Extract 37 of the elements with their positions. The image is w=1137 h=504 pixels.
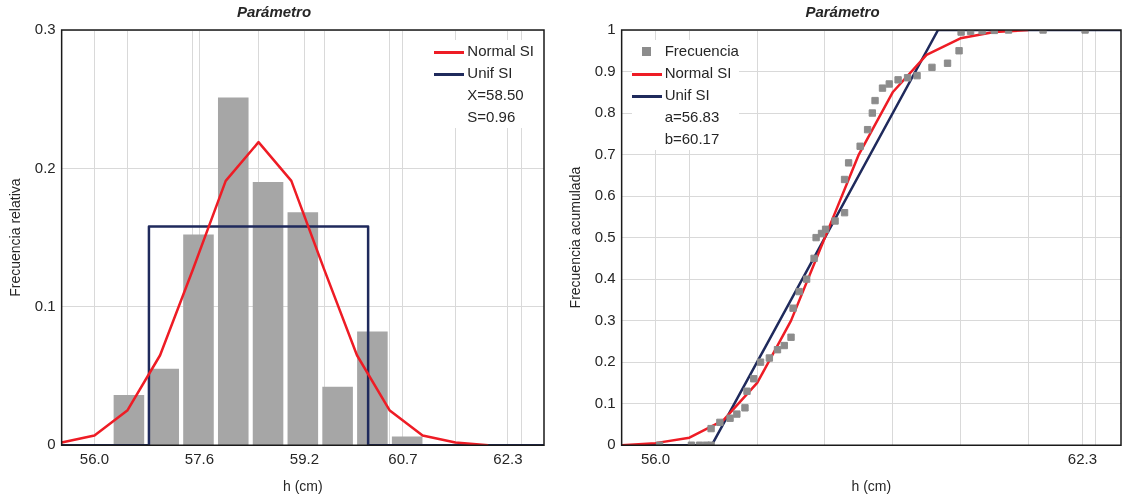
chart-title: Parámetro (236, 3, 312, 21)
y-tick-label: 0.2 (594, 352, 616, 370)
y-tick-label: 0 (607, 435, 616, 453)
chart-title: Parámetro (805, 3, 880, 21)
y-tick-label: 0.9 (594, 61, 616, 79)
annotation: b=60.17 (664, 129, 721, 149)
x-tick-label: 60.7 (388, 450, 418, 468)
legend-label: Unif SI (664, 86, 710, 103)
y-tick-label: 0.7 (594, 144, 616, 162)
y-tick-label: 1 (607, 20, 616, 38)
annotation: X=58.50 (467, 85, 525, 105)
y-tick-label: 0.3 (594, 310, 616, 328)
x-tick-label: 62.3 (1067, 450, 1097, 468)
legend-label: Normal SI (467, 42, 534, 59)
x-tick-label: 62.3 (493, 450, 523, 468)
y-tick-label: 0.5 (594, 227, 616, 245)
annotation: a=56.83 (664, 107, 721, 127)
x-tick-label: 59.2 (289, 450, 320, 468)
y-axis-title: Frecuencia acumulada (567, 166, 584, 309)
annotation: S=0.96 (467, 107, 517, 127)
y-axis-title: Frecuencia relativa (7, 178, 24, 297)
y-tick-label: 0.8 (594, 103, 616, 121)
legend-label: Frecuencia (664, 42, 739, 59)
legend-label: Unif SI (467, 64, 513, 81)
y-tick-label: 0.6 (594, 186, 616, 204)
y-tick-label: 0.1 (594, 393, 616, 411)
x-tick-label: 57.6 (184, 450, 215, 468)
x-tick-label: 56.0 (79, 450, 110, 468)
x-axis-title: h (cm) (282, 478, 323, 495)
legend-label: Normal SI (664, 64, 732, 81)
y-tick-label: 0.2 (34, 158, 56, 176)
y-tick-label: 0 (47, 435, 56, 453)
y-tick-label: 0.4 (594, 269, 616, 287)
y-tick-label: 0.3 (34, 20, 56, 38)
x-tick-label: 56.0 (640, 450, 671, 468)
x-axis-title: h (cm) (851, 478, 892, 495)
y-tick-label: 0.1 (34, 296, 56, 314)
